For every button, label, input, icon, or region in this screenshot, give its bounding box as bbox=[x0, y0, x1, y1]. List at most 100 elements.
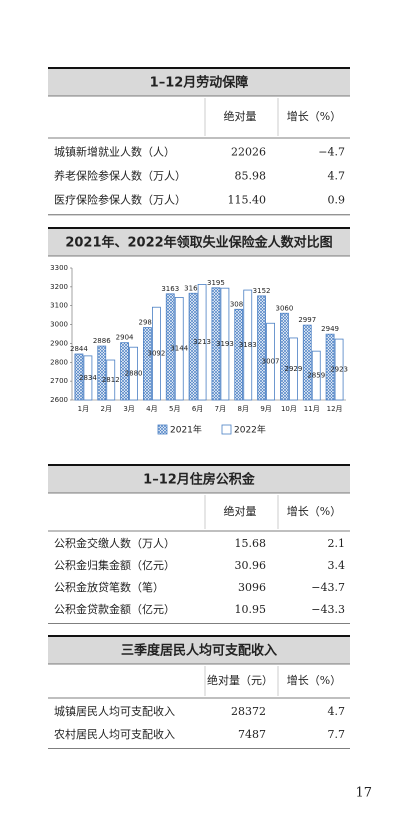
row-value: 115.40 bbox=[228, 193, 267, 206]
bar bbox=[97, 345, 107, 401]
x-tick-label: 1月 bbox=[78, 405, 89, 413]
title-bar bbox=[48, 636, 350, 664]
y-tick-label: 2700 bbox=[50, 377, 68, 385]
column-header: 增长（%） bbox=[287, 673, 341, 687]
value-label: 3152 bbox=[253, 287, 271, 295]
row-growth: 2.1 bbox=[328, 537, 346, 550]
row-label: 城镇新增就业人数（人） bbox=[54, 144, 175, 158]
bar bbox=[334, 338, 344, 401]
row-label: 公积金贷款金额（亿元） bbox=[54, 602, 175, 616]
value-label: 3163 bbox=[161, 285, 179, 293]
legend-label: 2022年 bbox=[234, 424, 266, 436]
row-value: 22026 bbox=[231, 145, 266, 158]
bar bbox=[165, 293, 175, 401]
value-label: 2984 bbox=[139, 319, 157, 327]
section-title: 1–12月劳动保障 bbox=[150, 75, 249, 91]
y-tick-label: 3000 bbox=[50, 321, 68, 329]
row-value: 15.68 bbox=[235, 537, 267, 550]
row-label: 公积金放贷笔数（笔） bbox=[54, 580, 164, 594]
bar bbox=[152, 306, 161, 401]
section-title: 三季度居民人均可支配收入 bbox=[121, 643, 277, 659]
bar bbox=[257, 295, 266, 401]
y-tick-label: 2900 bbox=[50, 339, 68, 347]
bar bbox=[234, 308, 244, 401]
bar bbox=[143, 327, 152, 401]
x-tick-label: 7月 bbox=[215, 405, 226, 413]
bar bbox=[280, 312, 289, 401]
y-tick-label: 3200 bbox=[50, 283, 68, 291]
bar bbox=[106, 359, 116, 401]
title-bar bbox=[48, 68, 350, 96]
column-header: 绝对量（元） bbox=[207, 673, 273, 687]
x-tick-label: 3月 bbox=[123, 405, 134, 413]
value-label: 3144 bbox=[170, 345, 188, 353]
row-value: 3096 bbox=[238, 581, 266, 594]
column-header: 增长（%） bbox=[287, 504, 341, 518]
row-value: 85.98 bbox=[235, 169, 267, 182]
value-label: 2844 bbox=[70, 345, 88, 353]
value-label: 2880 bbox=[125, 370, 143, 378]
x-tick-label: 6月 bbox=[192, 405, 203, 413]
value-label: 3193 bbox=[216, 340, 234, 348]
x-tick-label: 2月 bbox=[101, 405, 112, 413]
value-label: 3007 bbox=[262, 358, 280, 366]
row-value: 30.96 bbox=[235, 559, 267, 572]
column-header: 增长（%） bbox=[287, 109, 341, 123]
row-value: 28372 bbox=[231, 705, 266, 718]
bar bbox=[266, 322, 275, 401]
section-title: 1–12月住房公积金 bbox=[143, 472, 256, 488]
column-header: 绝对量 bbox=[224, 109, 257, 123]
row-growth: 0.9 bbox=[328, 193, 346, 206]
value-label: 3060 bbox=[276, 304, 294, 312]
bar bbox=[197, 284, 207, 401]
value-label: 3081 bbox=[230, 300, 248, 308]
value-label: 2812 bbox=[102, 376, 120, 384]
value-label: 3183 bbox=[239, 341, 257, 349]
y-tick-label: 2800 bbox=[50, 358, 68, 366]
row-label: 医疗保险参保人数（万人） bbox=[54, 192, 186, 206]
legend-swatch bbox=[157, 424, 168, 435]
value-label: 3195 bbox=[207, 279, 225, 287]
bar bbox=[174, 297, 184, 401]
value-label: 3092 bbox=[148, 350, 166, 358]
x-tick-label: 12月 bbox=[327, 405, 343, 413]
legend-label: 2021年 bbox=[170, 424, 202, 436]
row-growth: 4.7 bbox=[328, 169, 346, 182]
x-tick-label: 10月 bbox=[281, 405, 297, 413]
bar bbox=[188, 292, 198, 401]
bar bbox=[83, 355, 93, 401]
title-bar bbox=[48, 228, 350, 256]
row-value: 7487 bbox=[238, 728, 266, 741]
value-label: 2859 bbox=[307, 372, 325, 380]
bar bbox=[302, 324, 312, 401]
x-tick-label: 11月 bbox=[304, 405, 320, 413]
row-growth: −43.7 bbox=[311, 581, 345, 594]
column-header: 绝对量 bbox=[224, 504, 257, 518]
value-label: 2886 bbox=[93, 337, 111, 345]
x-tick-label: 4月 bbox=[146, 405, 157, 413]
y-tick-label: 2600 bbox=[50, 396, 68, 404]
row-label: 公积金交缴人数（万人） bbox=[54, 536, 175, 550]
bar bbox=[325, 333, 335, 401]
bar bbox=[289, 337, 298, 401]
legend-swatch bbox=[221, 424, 232, 435]
row-growth: 3.4 bbox=[328, 559, 346, 572]
title-bar bbox=[48, 465, 350, 493]
value-label: 2923 bbox=[330, 366, 348, 374]
row-label: 农村居民人均可支配收入 bbox=[54, 727, 175, 741]
x-tick-label: 5月 bbox=[169, 405, 180, 413]
value-label: 3166 bbox=[184, 284, 202, 292]
bar bbox=[120, 342, 129, 401]
value-label: 2929 bbox=[285, 365, 303, 373]
row-label: 养老保险参保人数（万人） bbox=[54, 168, 186, 182]
bar bbox=[74, 353, 84, 401]
row-growth: −4.7 bbox=[318, 145, 345, 158]
bar bbox=[129, 346, 138, 401]
section-title: 2021年、2022年领取失业保险金人数对比图 bbox=[65, 235, 332, 251]
row-growth: −43.3 bbox=[311, 603, 345, 616]
bar bbox=[243, 289, 253, 401]
value-label: 2834 bbox=[79, 374, 97, 382]
y-tick-label: 3300 bbox=[50, 264, 68, 272]
page-number: 17 bbox=[355, 786, 372, 801]
value-label: 2949 bbox=[321, 325, 339, 333]
